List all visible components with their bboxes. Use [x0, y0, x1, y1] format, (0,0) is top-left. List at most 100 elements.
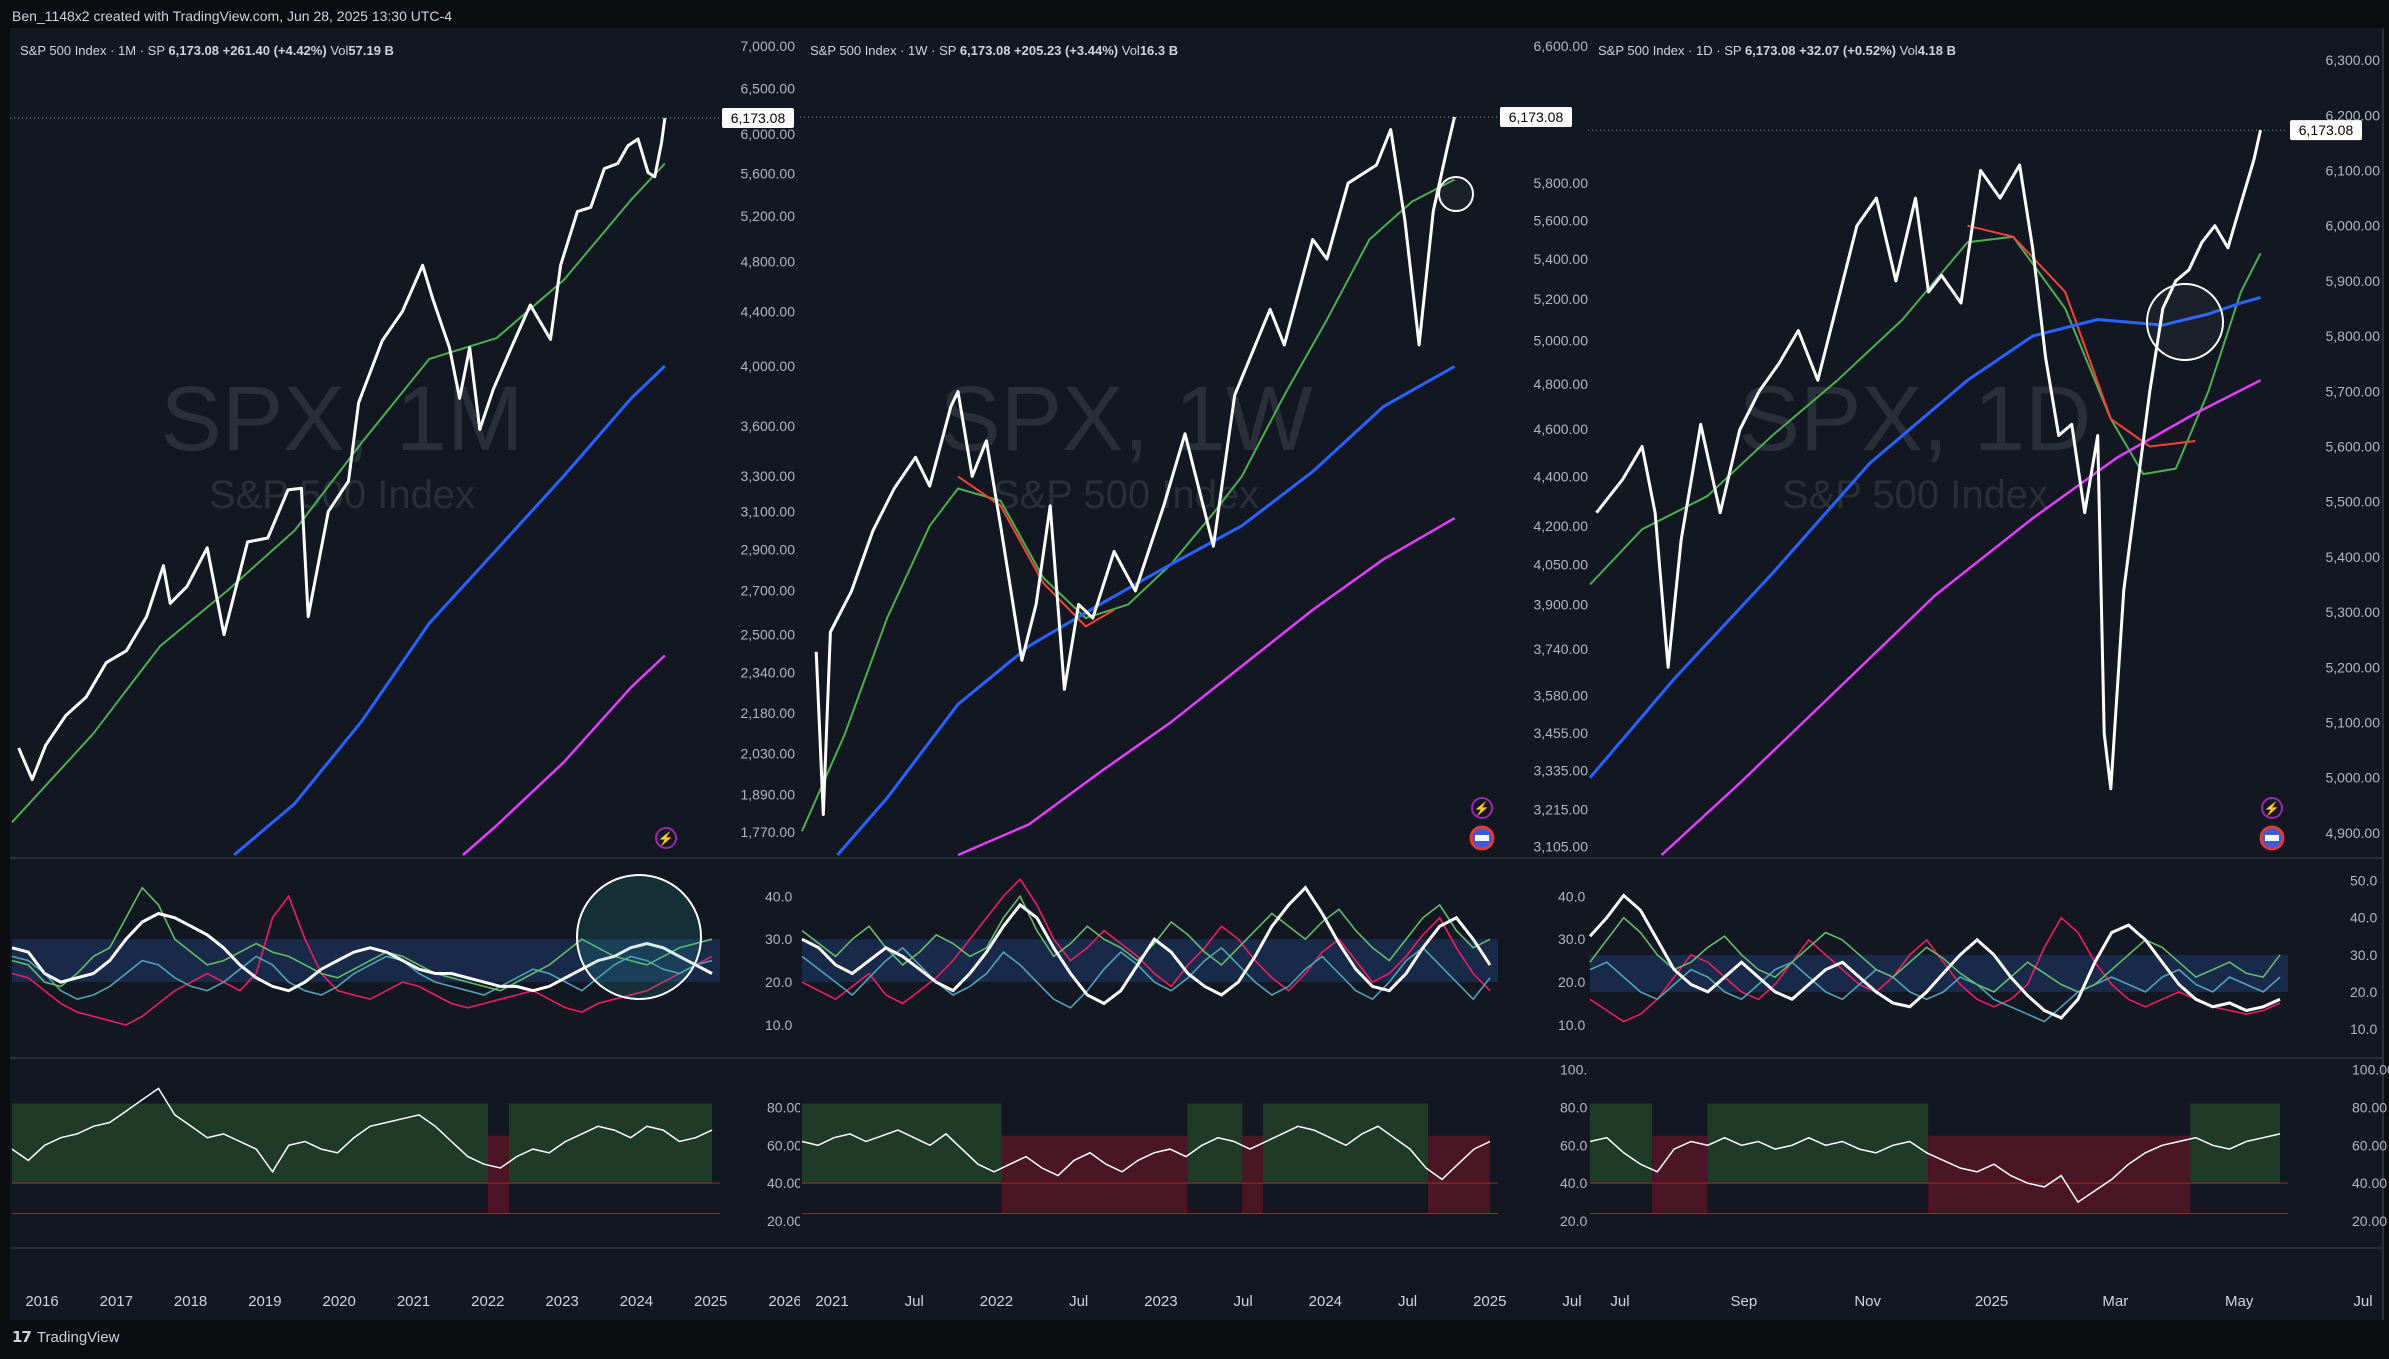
y-tick-label: 5,200.00	[2326, 659, 2381, 675]
bolt-icon	[2261, 797, 2283, 819]
rsi-tick-label: 80.00	[1560, 1099, 1595, 1115]
legend-title: S&P 500 Index · 1D · SP	[1598, 43, 1745, 58]
price-tag-bg	[722, 107, 794, 128]
annotation-circle	[1438, 176, 1474, 212]
bolt-glyph: ⚡	[658, 831, 674, 847]
series-line-sma_mid	[836, 365, 1456, 856]
price-tag: 6,173.08	[1509, 109, 1564, 125]
x-tick-label: May	[2225, 1293, 2254, 1310]
x-tick-label: 2019	[248, 1293, 281, 1310]
legend-vol-label: Vol	[330, 43, 348, 58]
x-tick-label: Sep	[1730, 1293, 1757, 1310]
legend-title: S&P 500 Index · 1W · SP	[810, 43, 960, 58]
osc-tick-label: 30.0	[1558, 931, 1585, 947]
x-tick-label: 2020	[323, 1293, 356, 1310]
y-tick-label: 4,050.00	[1534, 556, 1589, 572]
chart-panel-3: SPX, 1DS&P 500 Index 6,300.00 6,200.00 6,10…	[1588, 28, 2389, 1320]
y-tick-label: 1,770.00	[741, 824, 796, 840]
y-tick-label: 4,800.00	[1534, 376, 1589, 392]
rsi-line	[11, 1087, 713, 1174]
rsi-zone-red	[1652, 1135, 1708, 1214]
series-line-sma_mid	[1588, 296, 2261, 779]
x-tick-label: 2016	[25, 1293, 58, 1310]
x-tick-label: 2021	[815, 1293, 848, 1310]
rsi-zone-red	[1001, 1135, 1188, 1214]
x-tick-label: 2023	[1144, 1293, 1177, 1310]
x-tick-label: 2017	[100, 1293, 133, 1310]
rsi-tick-label: 80.00	[2352, 1099, 2387, 1115]
annotation-circle	[576, 874, 702, 1000]
y-tick-label: 5,500.00	[2326, 494, 2381, 510]
osc-tick-label: 50.0	[2350, 873, 2377, 889]
x-tick-label: Nov	[1854, 1293, 1881, 1310]
x-tick-label: 2025	[694, 1293, 727, 1310]
flag-stripe	[1475, 835, 1489, 841]
oscillator-line-white	[801, 885, 1492, 1006]
legend: S&P 500 Index · 1M · SP 6,173.08 +261.40…	[20, 43, 394, 58]
y-tick-label: 6,600.00	[1534, 38, 1589, 54]
tradingview-brand: TradingView	[36, 1328, 120, 1346]
y-tick-label: 5,400.00	[2326, 549, 2381, 565]
series-line-sma_slow	[1660, 379, 2262, 856]
rsi-zone-red	[488, 1135, 509, 1214]
rsi-zone-green	[1707, 1103, 1929, 1184]
series-line-sma_red	[1967, 224, 2196, 448]
y-tick-label: 1,890.00	[741, 786, 796, 802]
oscillator-line-teal	[801, 946, 1491, 1009]
y-tick-label: 2,180.00	[741, 705, 796, 721]
x-tick-label: 2024	[1309, 1293, 1342, 1310]
annotation-circle	[2146, 283, 2224, 361]
tradingview-footer[interactable]: 𝟭𝟳 TradingView	[12, 1328, 120, 1347]
x-tick-label: Jul	[905, 1293, 924, 1310]
y-tick-label: 3,740.00	[1534, 641, 1589, 657]
legend-last: 6,173.08	[168, 43, 222, 58]
legend-change: +205.23 (+3.44%)	[1014, 43, 1122, 58]
y-tick-label: 5,000.00	[2326, 770, 2381, 786]
bolt-icon	[1471, 797, 1493, 819]
bolt-icon	[655, 827, 677, 849]
y-tick-label: 3,335.00	[1534, 763, 1589, 779]
x-tick-label: Mar	[2102, 1293, 2128, 1310]
series-line-sma_fast	[801, 178, 1455, 832]
rsi-zone-green	[1262, 1103, 1429, 1184]
y-tick-label: 5,800.00	[1534, 175, 1589, 191]
series-line-price	[814, 116, 1456, 816]
osc-tick-label: 30.0	[765, 931, 792, 947]
osc-tick-label: 10.0	[765, 1017, 792, 1033]
y-tick-label: 6,000.00	[741, 126, 796, 142]
y-tick-label: 3,100.00	[741, 504, 796, 520]
watermark-name: S&P 500 Index	[993, 473, 1259, 517]
oscillator-line-pink	[1589, 916, 2281, 1023]
osc-tick-label: 40.0	[1558, 888, 1585, 904]
rsi-line	[1589, 1133, 2281, 1204]
y-tick-label: 6,200.00	[2326, 107, 2381, 123]
series-line-sma_red	[957, 475, 1115, 628]
y-tick-label: 5,600.00	[2326, 439, 2381, 455]
y-tick-label: 5,700.00	[2326, 383, 2381, 399]
rsi-tick-label: 40.00	[2352, 1175, 2387, 1191]
y-tick-label: 5,300.00	[2326, 604, 2381, 620]
y-tick-label: 2,700.00	[741, 583, 796, 599]
x-tick-label: 2022	[980, 1293, 1013, 1310]
rsi-tick-label: 40.00	[1560, 1175, 1595, 1191]
y-tick-label: 6,100.00	[2326, 162, 2381, 178]
legend-vol-label: Vol	[1122, 43, 1140, 58]
rsi-line	[801, 1125, 1491, 1181]
bolt-glyph: ⚡	[1474, 801, 1490, 817]
y-tick-label: 4,600.00	[1534, 421, 1589, 437]
legend-vol: 16.3 B	[1140, 43, 1178, 58]
legend: S&P 500 Index · 1D · SP 6,173.08 +32.07 …	[1598, 43, 1956, 58]
x-tick-label: 2022	[471, 1293, 504, 1310]
watermark-name: S&P 500 Index	[209, 473, 475, 517]
price-tag-bg	[2290, 120, 2362, 141]
oscillator-line-pink	[11, 894, 713, 1026]
flag-stripe	[2265, 835, 2279, 841]
x-tick-label: 2021	[397, 1293, 430, 1310]
legend-vol: 57.19 B	[348, 43, 394, 58]
y-tick-label: 6,000.00	[2326, 218, 2381, 234]
tradingview-logo-icon: 𝟭𝟳	[12, 1329, 32, 1346]
price-tag: 6,173.08	[2299, 122, 2354, 138]
rsi-tick-label: 80.00	[767, 1099, 802, 1115]
rsi-zone-red	[1242, 1135, 1263, 1214]
